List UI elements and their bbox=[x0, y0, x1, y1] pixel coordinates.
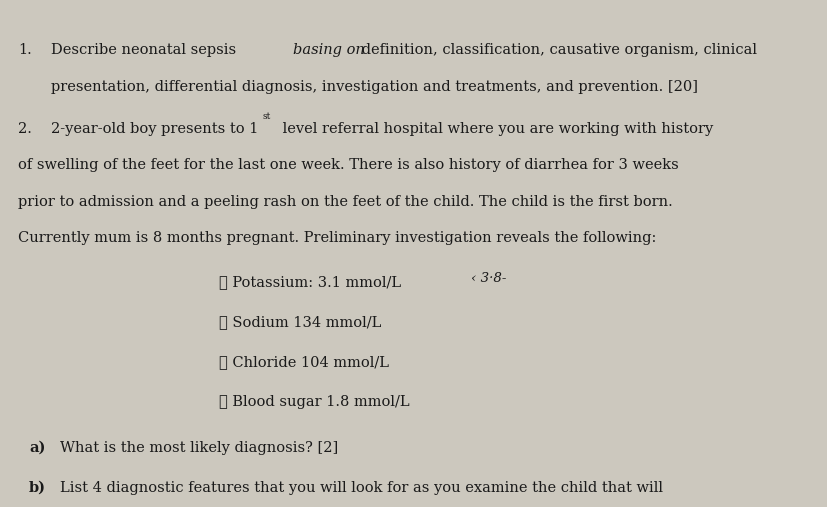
Text: Describe neonatal sepsis: Describe neonatal sepsis bbox=[51, 43, 241, 57]
Text: b): b) bbox=[29, 481, 46, 495]
Text: 2.: 2. bbox=[18, 122, 32, 135]
Text: 2-year-old boy presents to 1: 2-year-old boy presents to 1 bbox=[51, 122, 259, 135]
Text: level referral hospital where you are working with history: level referral hospital where you are wo… bbox=[278, 122, 713, 135]
Text: basing on: basing on bbox=[293, 43, 365, 57]
Text: Currently mum is 8 months pregnant. Preliminary investigation reveals the follow: Currently mum is 8 months pregnant. Prel… bbox=[18, 231, 657, 245]
Text: List 4 diagnostic features that you will look for as you examine the child that : List 4 diagnostic features that you will… bbox=[60, 481, 663, 495]
Text: of swelling of the feet for the last one week. There is also history of diarrhea: of swelling of the feet for the last one… bbox=[18, 158, 679, 172]
Text: ➤ Blood sugar 1.8 mmol/L: ➤ Blood sugar 1.8 mmol/L bbox=[219, 395, 410, 409]
Text: What is the most likely diagnosis? [2]: What is the most likely diagnosis? [2] bbox=[60, 441, 338, 455]
Text: a): a) bbox=[29, 441, 45, 455]
Text: ‹ 3·8-: ‹ 3·8- bbox=[471, 272, 507, 285]
Text: prior to admission and a peeling rash on the feet of the child. The child is the: prior to admission and a peeling rash on… bbox=[18, 195, 673, 208]
Text: presentation, differential diagnosis, investigation and treatments, and preventi: presentation, differential diagnosis, in… bbox=[51, 80, 698, 94]
Text: ➤ Sodium 134 mmol/L: ➤ Sodium 134 mmol/L bbox=[219, 315, 381, 329]
Text: st: st bbox=[263, 113, 271, 122]
Text: 1.: 1. bbox=[18, 43, 32, 57]
Text: ➤ Chloride 104 mmol/L: ➤ Chloride 104 mmol/L bbox=[219, 355, 390, 369]
Text: definition, classification, causative organism, clinical: definition, classification, causative or… bbox=[357, 43, 758, 57]
Text: ➤ Potassium: 3.1 mmol/L: ➤ Potassium: 3.1 mmol/L bbox=[219, 275, 401, 289]
